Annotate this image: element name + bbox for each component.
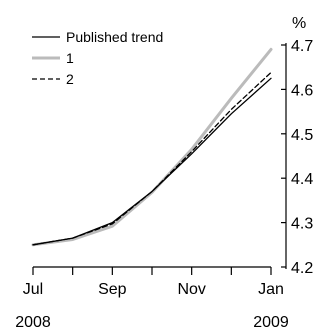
legend-label: Published trend — [66, 29, 163, 45]
y-tick-label: 4.2 — [291, 260, 313, 277]
series-line-1 — [31, 47, 273, 247]
y-tick-label: 4.3 — [291, 216, 313, 233]
x-tick-label: Sep — [98, 281, 127, 298]
series-line-0 — [32, 77, 272, 246]
x-tick-label: Jan — [258, 281, 284, 298]
legend-label: 1 — [66, 50, 74, 66]
legend: Published trend 1 2 — [32, 29, 163, 87]
x-tick-label: Jul — [23, 281, 43, 298]
y-tick-label: 4.5 — [291, 127, 313, 144]
x-axis: Jul 2008 Sep Nov Jan 2009 — [15, 266, 289, 331]
series-line-2 — [32, 71, 272, 246]
y-tick-label: 4.6 — [291, 82, 313, 99]
y-axis: 4.2 4.3 4.4 4.5 4.6 4.7 — [281, 38, 313, 277]
x-tick-label: Nov — [177, 281, 205, 298]
y-tick-label: 4.4 — [291, 171, 313, 188]
y-axis-unit-label: % — [292, 15, 306, 32]
x-tick-year-label: 2008 — [15, 314, 51, 331]
y-tick-label: 4.7 — [291, 38, 313, 55]
x-tick-year-label: 2009 — [253, 314, 289, 331]
series-layer — [31, 47, 273, 247]
legend-label: 2 — [66, 71, 74, 87]
